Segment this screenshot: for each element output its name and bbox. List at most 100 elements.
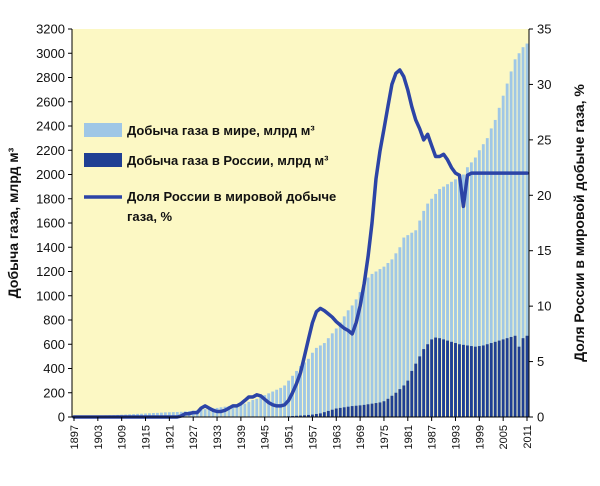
bar-world bbox=[354, 299, 358, 417]
bar-world bbox=[211, 408, 215, 417]
bar-world bbox=[473, 157, 477, 417]
bar-world bbox=[243, 403, 247, 417]
bar-russia bbox=[465, 345, 469, 417]
bar-world bbox=[410, 232, 414, 417]
y-tick-label: 1400 bbox=[36, 240, 65, 255]
bar-russia bbox=[378, 402, 382, 417]
bar-world bbox=[144, 413, 147, 417]
x-tick-label: 1933 bbox=[212, 425, 224, 449]
bar-world bbox=[247, 401, 251, 417]
bar-world bbox=[485, 138, 489, 417]
bar-world bbox=[338, 322, 342, 417]
y2-tick-label: 10 bbox=[537, 299, 551, 314]
bar-russia bbox=[493, 341, 497, 417]
bar-world bbox=[374, 271, 378, 417]
y-tick-label: 2000 bbox=[36, 167, 65, 182]
bar-world bbox=[426, 203, 430, 417]
bar-world bbox=[167, 412, 171, 417]
bar-world bbox=[163, 412, 167, 417]
bar-russia bbox=[382, 401, 386, 417]
x-tick-label: 1975 bbox=[379, 425, 391, 449]
bar-world bbox=[501, 95, 505, 417]
bar-world bbox=[442, 186, 445, 417]
bar-russia bbox=[477, 346, 481, 417]
bar-russia bbox=[513, 335, 517, 417]
bar-russia bbox=[442, 339, 445, 417]
y-tick-label: 1800 bbox=[36, 191, 65, 206]
bar-russia bbox=[458, 344, 461, 417]
y2-tick-label: 5 bbox=[537, 354, 544, 369]
bar-world bbox=[382, 266, 386, 417]
y-tick-label: 800 bbox=[43, 313, 65, 328]
bar-russia bbox=[509, 336, 513, 417]
x-tick-label: 1921 bbox=[164, 425, 176, 449]
y-tick-label: 0 bbox=[58, 410, 65, 425]
x-tick-label: 1915 bbox=[141, 425, 153, 449]
x-tick-label: 1957 bbox=[307, 425, 319, 449]
bar-world bbox=[346, 310, 350, 417]
y-tick-label: 400 bbox=[43, 361, 65, 376]
bar-world bbox=[152, 412, 155, 417]
bar-world bbox=[489, 128, 493, 418]
bar-world bbox=[283, 385, 287, 417]
legend: Добыча газа в мире, млрд м³ Добыча газа в… bbox=[84, 123, 336, 224]
bar-world bbox=[509, 71, 513, 417]
y2-axis-title: Доля России в мировой добыче газа, % bbox=[571, 84, 587, 362]
bar-russia bbox=[450, 341, 453, 417]
bar-world bbox=[418, 220, 422, 417]
bar-russia bbox=[299, 415, 302, 417]
bar-world bbox=[295, 370, 298, 417]
bar-world bbox=[156, 412, 159, 417]
bar-russia bbox=[322, 412, 326, 417]
bar-russia bbox=[394, 392, 398, 417]
bar-world bbox=[227, 406, 231, 417]
bar-world bbox=[314, 347, 318, 417]
bar-world bbox=[461, 174, 465, 417]
x-tick-label: 1999 bbox=[474, 425, 486, 449]
bar-russia bbox=[398, 389, 402, 417]
bar-russia bbox=[469, 346, 473, 417]
bar-russia bbox=[410, 370, 414, 417]
bar-world bbox=[303, 362, 306, 417]
series-world-bars bbox=[72, 43, 529, 418]
bar-world bbox=[318, 345, 322, 417]
x-tick-label: 1981 bbox=[403, 425, 415, 449]
bar-world bbox=[434, 193, 438, 417]
bar-world bbox=[390, 259, 394, 417]
bar-world bbox=[505, 83, 509, 417]
y-tick-label: 2600 bbox=[36, 94, 65, 109]
bar-world bbox=[430, 198, 434, 417]
x-tick-label: 1903 bbox=[93, 425, 105, 449]
y2-tick-label: 25 bbox=[537, 132, 551, 147]
bar-world bbox=[402, 237, 406, 417]
y2-tick-label: 15 bbox=[537, 243, 551, 258]
bar-russia bbox=[505, 338, 509, 417]
bar-world bbox=[450, 181, 453, 417]
bar-russia bbox=[525, 335, 529, 417]
bar-russia bbox=[422, 349, 426, 417]
bar-russia bbox=[350, 406, 354, 417]
bar-russia bbox=[481, 345, 485, 417]
bar-world bbox=[171, 412, 175, 417]
bar-russia bbox=[454, 343, 457, 417]
bar-world bbox=[350, 305, 354, 417]
bar-world bbox=[525, 43, 529, 418]
bar-russia bbox=[485, 344, 489, 417]
x-tick-label: 1909 bbox=[117, 425, 129, 449]
bar-world bbox=[358, 292, 362, 417]
legend-swatch-russia bbox=[84, 153, 122, 167]
legend-label-russia: Добыча газа в России, млрд м³ bbox=[127, 153, 329, 168]
y-tick-label: 2800 bbox=[36, 70, 65, 85]
bar-world bbox=[326, 338, 330, 417]
bar-world bbox=[148, 413, 151, 417]
y-axis-title: Добыча газа, млрд м³ bbox=[5, 147, 21, 298]
bar-russia bbox=[414, 363, 418, 417]
y-tick-label: 1000 bbox=[36, 288, 65, 303]
bar-world bbox=[458, 176, 461, 417]
y-tick-label: 3200 bbox=[36, 22, 65, 37]
bar-russia bbox=[295, 415, 298, 417]
bar-russia bbox=[497, 340, 501, 417]
bar-russia bbox=[517, 346, 521, 417]
